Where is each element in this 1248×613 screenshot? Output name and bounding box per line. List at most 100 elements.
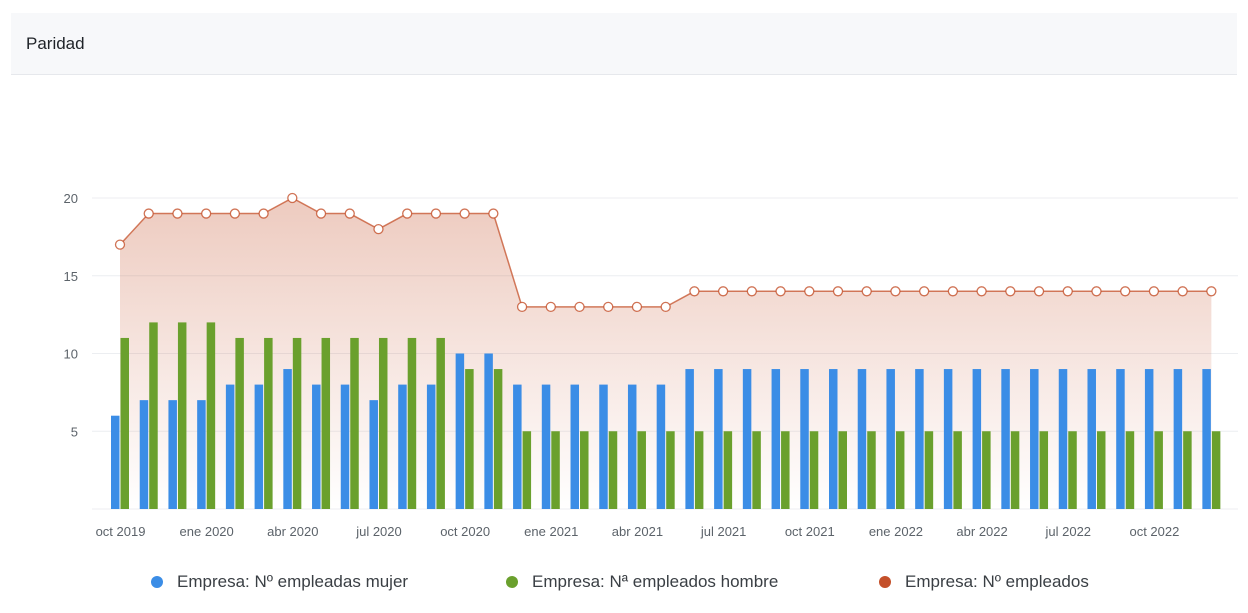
bar-hombre bbox=[378, 337, 388, 509]
total-point bbox=[201, 208, 212, 219]
total-point bbox=[114, 239, 126, 250]
y-tick-label: 5 bbox=[71, 424, 78, 439]
bar-mujer bbox=[1087, 369, 1096, 509]
bar-hombre bbox=[1211, 431, 1221, 509]
bar-mujer bbox=[857, 369, 867, 509]
total-point bbox=[172, 208, 183, 219]
bar-mujer bbox=[283, 369, 292, 509]
x-tick-label: jul 2022 bbox=[1044, 524, 1091, 539]
total-point bbox=[287, 192, 298, 204]
bar-hombre bbox=[350, 337, 359, 509]
bar-hombre bbox=[407, 337, 417, 509]
total-point bbox=[717, 286, 729, 297]
bar-mujer bbox=[1030, 369, 1039, 509]
bar-hombre bbox=[1010, 431, 1020, 509]
total-point bbox=[545, 301, 556, 313]
bar-hombre bbox=[608, 431, 618, 509]
bar-hombre bbox=[177, 322, 187, 509]
total-point bbox=[804, 286, 815, 297]
total-point bbox=[890, 286, 901, 297]
total-point bbox=[832, 286, 844, 297]
total-point bbox=[689, 286, 700, 297]
bar-hombre bbox=[120, 337, 129, 509]
bar-mujer bbox=[943, 369, 953, 509]
bar-mujer bbox=[829, 369, 838, 509]
x-tick-label: oct 2020 bbox=[440, 524, 490, 539]
total-point bbox=[1148, 286, 1160, 297]
bar-mujer bbox=[513, 384, 522, 509]
bar-mujer bbox=[340, 384, 350, 509]
bar-mujer bbox=[656, 384, 666, 509]
bar-hombre bbox=[465, 369, 474, 509]
legend-item-total[interactable]: Empresa: Nº empleados bbox=[879, 572, 1089, 592]
total-point bbox=[315, 208, 327, 219]
total-point bbox=[861, 286, 872, 297]
bar-hombre bbox=[292, 337, 302, 509]
legend-dot-mujer bbox=[151, 576, 163, 588]
bar-hombre bbox=[149, 322, 158, 509]
legend-label-total: Empresa: Nº empleados bbox=[905, 572, 1089, 591]
bar-hombre bbox=[752, 431, 761, 509]
y-tick-label: 20 bbox=[64, 191, 78, 206]
bar-mujer bbox=[111, 415, 120, 509]
card-title: Paridad bbox=[26, 34, 85, 53]
bar-hombre bbox=[1154, 431, 1163, 509]
bar-hombre bbox=[1125, 431, 1135, 509]
total-point bbox=[344, 208, 355, 219]
bar-mujer bbox=[369, 400, 378, 509]
bar-hombre bbox=[321, 337, 331, 509]
total-point bbox=[947, 286, 959, 297]
bar-hombre bbox=[666, 431, 675, 509]
total-point bbox=[258, 208, 269, 219]
legend-dot-total bbox=[879, 576, 891, 588]
bar-hombre bbox=[235, 337, 244, 509]
y-tick-label: 15 bbox=[64, 269, 78, 284]
bar-hombre bbox=[694, 431, 704, 509]
total-point bbox=[746, 286, 757, 297]
bar-mujer bbox=[1058, 369, 1068, 509]
total-point bbox=[430, 208, 442, 219]
bar-mujer bbox=[1001, 369, 1010, 509]
bar-hombre bbox=[809, 431, 819, 509]
total-point bbox=[919, 286, 930, 297]
legend-item-mujer[interactable]: Empresa: Nº empleadas mujer bbox=[151, 572, 408, 592]
y-tick-label: 10 bbox=[64, 347, 78, 362]
bar-hombre bbox=[436, 337, 445, 509]
bar-hombre bbox=[1068, 431, 1077, 509]
total-point bbox=[1177, 286, 1188, 297]
bar-mujer bbox=[599, 384, 608, 509]
bar-mujer bbox=[800, 369, 809, 509]
total-point bbox=[143, 208, 154, 219]
bar-mujer bbox=[685, 369, 694, 509]
x-tick-label: oct 2021 bbox=[785, 524, 835, 539]
total-point bbox=[402, 208, 413, 219]
bar-hombre bbox=[580, 431, 589, 509]
legend-item-hombre[interactable]: Empresa: Nª empleados hombre bbox=[506, 572, 778, 592]
bar-mujer bbox=[197, 400, 206, 509]
bar-mujer bbox=[1144, 369, 1154, 509]
total-point bbox=[1033, 286, 1045, 297]
total-point bbox=[1206, 286, 1217, 297]
bar-hombre bbox=[206, 322, 216, 509]
bar-hombre bbox=[522, 431, 532, 509]
total-point bbox=[1062, 286, 1073, 297]
bar-mujer bbox=[254, 384, 264, 509]
bar-hombre bbox=[867, 431, 876, 509]
bar-mujer bbox=[742, 369, 752, 509]
bar-mujer bbox=[541, 384, 551, 509]
bar-hombre bbox=[637, 431, 646, 509]
x-tick-label: ene 2022 bbox=[869, 524, 923, 539]
bar-hombre bbox=[1096, 431, 1106, 509]
bar-mujer bbox=[312, 384, 321, 509]
bar-mujer bbox=[1173, 369, 1183, 509]
x-tick-label: abr 2020 bbox=[267, 524, 318, 539]
bar-mujer bbox=[1202, 369, 1211, 509]
total-point bbox=[1091, 286, 1102, 297]
bar-mujer bbox=[455, 353, 465, 509]
bar-mujer bbox=[570, 384, 580, 509]
bar-mujer bbox=[139, 400, 149, 509]
x-tick-label: ene 2021 bbox=[524, 524, 578, 539]
bar-hombre bbox=[781, 431, 790, 509]
legend-label-hombre: Empresa: Nª empleados hombre bbox=[532, 572, 779, 591]
